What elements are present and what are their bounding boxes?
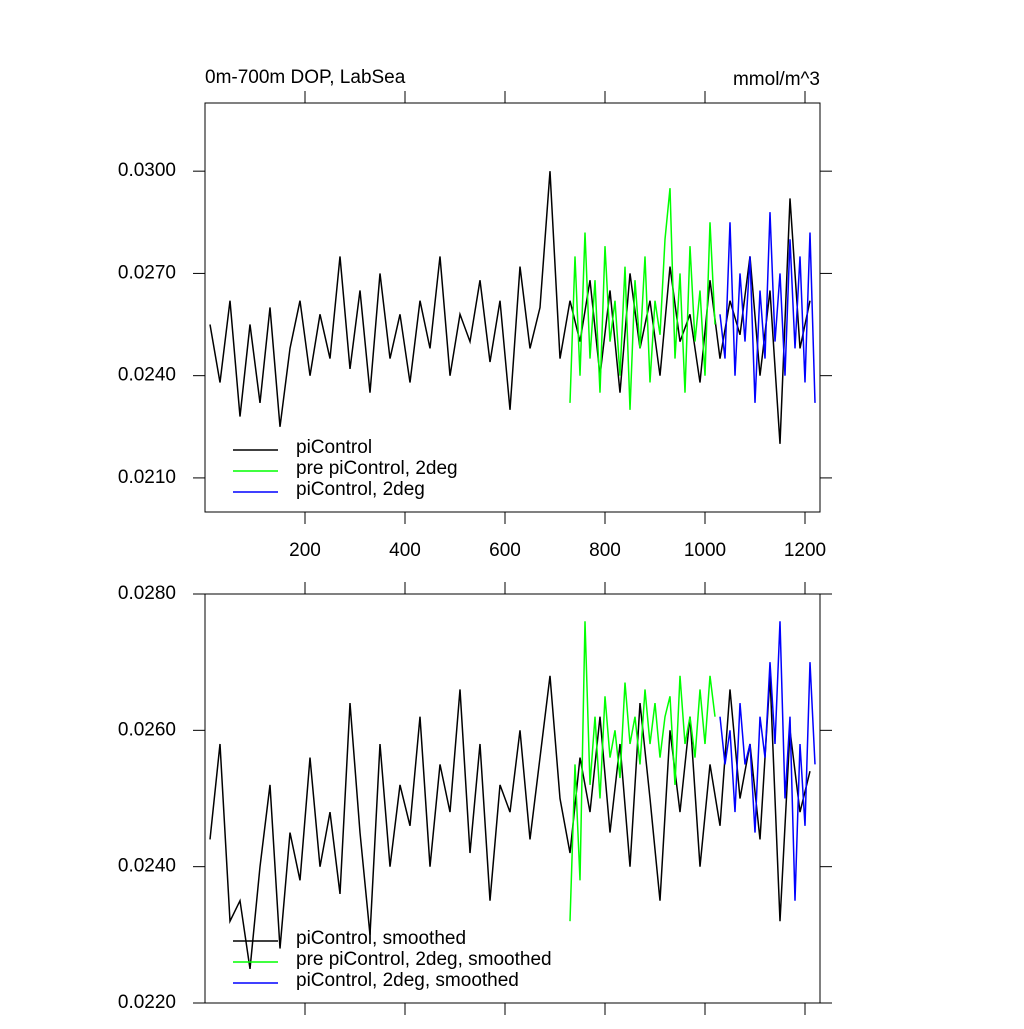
y-tick-label: 0.0270 xyxy=(118,262,176,283)
y-tick-label: 0.0240 xyxy=(118,856,176,877)
data-line xyxy=(209,171,811,444)
legend-label: piControl xyxy=(296,437,372,458)
x-tick-label: 400 xyxy=(389,540,421,561)
y-tick-label: 0.0300 xyxy=(118,160,176,181)
x-tick-label: 800 xyxy=(589,540,621,561)
chart-title: 0m-700m DOP, LabSea xyxy=(205,67,406,88)
data-line xyxy=(569,621,716,922)
legend-label: pre piControl, 2deg, smoothed xyxy=(296,949,552,970)
x-tick-label: 600 xyxy=(489,540,521,561)
plot-frame xyxy=(204,102,821,513)
y-tick-label: 0.0220 xyxy=(118,992,176,1013)
plot-frame xyxy=(204,593,821,1004)
x-tick-label: 200 xyxy=(289,540,321,561)
units-label: mmol/m^3 xyxy=(733,69,820,90)
y-tick-label: 0.0280 xyxy=(118,583,176,604)
data-line xyxy=(209,675,811,970)
y-tick-label: 0.0240 xyxy=(118,365,176,386)
x-tick-label: 1200 xyxy=(784,540,826,561)
legend-label: piControl, 2deg, smoothed xyxy=(296,970,519,991)
data-line xyxy=(719,212,816,403)
legend-label: piControl, smoothed xyxy=(296,928,466,949)
legend-label: piControl, 2deg xyxy=(296,479,425,500)
y-tick-label: 0.0210 xyxy=(118,467,176,488)
y-tick-label: 0.0260 xyxy=(118,719,176,740)
data-line xyxy=(719,621,816,901)
data-line xyxy=(569,188,716,410)
x-tick-label: 1000 xyxy=(684,540,726,561)
legend-label: pre piControl, 2deg xyxy=(296,458,458,479)
